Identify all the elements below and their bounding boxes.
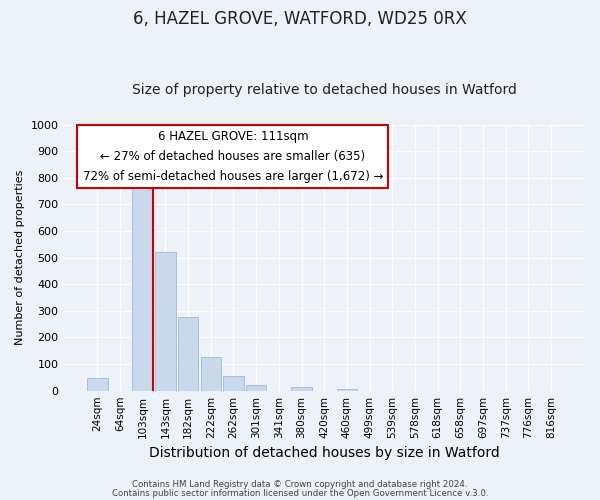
Y-axis label: Number of detached properties: Number of detached properties <box>15 170 25 346</box>
Bar <box>246 385 266 390</box>
Bar <box>337 389 357 390</box>
Text: 6 HAZEL GROVE: 111sqm
← 27% of detached houses are smaller (635)
72% of semi-det: 6 HAZEL GROVE: 111sqm ← 27% of detached … <box>83 130 383 183</box>
Title: Size of property relative to detached houses in Watford: Size of property relative to detached ho… <box>132 83 517 97</box>
X-axis label: Distribution of detached houses by size in Watford: Distribution of detached houses by size … <box>149 446 500 460</box>
Bar <box>155 252 176 390</box>
Bar <box>87 378 107 390</box>
Text: 6, HAZEL GROVE, WATFORD, WD25 0RX: 6, HAZEL GROVE, WATFORD, WD25 0RX <box>133 10 467 28</box>
Text: Contains public sector information licensed under the Open Government Licence v.: Contains public sector information licen… <box>112 488 488 498</box>
Text: Contains HM Land Registry data © Crown copyright and database right 2024.: Contains HM Land Registry data © Crown c… <box>132 480 468 489</box>
Bar <box>223 376 244 390</box>
Bar <box>178 318 198 390</box>
Bar <box>133 175 153 390</box>
Bar <box>292 388 312 390</box>
Bar <box>200 358 221 390</box>
